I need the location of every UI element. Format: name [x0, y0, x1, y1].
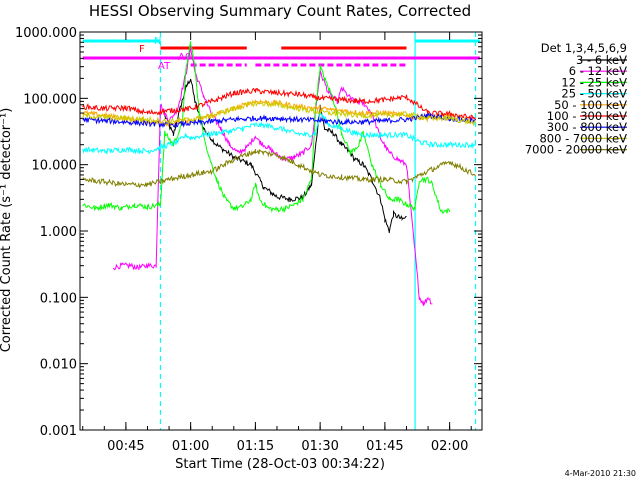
legend-entry: 100 - 300 keV	[547, 109, 627, 123]
series-line	[82, 110, 476, 156]
legend-entry: 3 - 6 keV	[576, 53, 627, 67]
series-line	[164, 78, 407, 234]
x-axis: 00:45 01:00 01:15 01:30 01:45 02:00	[82, 32, 472, 454]
legend-entry: 6 - 12 keV	[569, 64, 627, 78]
legend-entry: 7000 - 20000 keV	[525, 143, 627, 157]
flag-label-n: N	[154, 36, 161, 47]
legend-entry: 800 - 7000 keV	[539, 131, 627, 145]
x-tick-label: 01:30	[301, 439, 338, 454]
series-line	[82, 41, 451, 214]
legend-entry: 12 - 25 keV	[561, 75, 627, 89]
legend-entry: 300 - 800 keV	[547, 120, 627, 134]
series-line	[82, 148, 476, 189]
flag-label-at: AT	[158, 61, 171, 72]
legend-title: Det 1,3,4,5,6,9	[541, 41, 627, 55]
legend-entry: 25 - 50 keV	[561, 87, 627, 101]
flag-label-f: F	[139, 44, 145, 55]
flag-label-a0: A0	[178, 52, 191, 63]
y-tick-label: 1000.000	[15, 26, 77, 41]
y-tick-label: 0.001	[40, 424, 77, 439]
legend-entry: 50 - 100 keV	[554, 98, 627, 112]
y-axis: 0.001 0.010 0.100 1.000 10.000 100.000 1000.00…	[15, 26, 482, 439]
axes-frame	[79, 31, 483, 431]
y-tick-label: 100.000	[23, 92, 77, 107]
footer-timestamp: 4-Mar-2010 21:30	[565, 469, 636, 478]
series-line	[82, 87, 476, 121]
y-tick-label: 1.000	[40, 225, 77, 240]
x-axis-label: Start Time (28-Oct-03 00:34:22)	[175, 457, 385, 472]
x-tick-label: 01:15	[237, 439, 274, 454]
y-tick-label: 0.010	[40, 358, 77, 373]
y-tick-label: 0.100	[40, 291, 77, 306]
series-line	[82, 100, 476, 126]
y-tick-label: 10.000	[32, 159, 78, 174]
x-tick-label: 00:45	[107, 439, 144, 454]
y-axis-label: Corrected Count Rate (s⁻¹ detector⁻¹)	[0, 108, 14, 353]
plot-area: NF AT A0	[82, 32, 480, 430]
chart-title: HESSI Observing Summary Count Rates, Cor…	[89, 2, 471, 20]
x-tick-label: 01:45	[366, 439, 403, 454]
x-tick-label: 01:00	[172, 439, 209, 454]
x-tick-label: 02:00	[431, 439, 468, 454]
